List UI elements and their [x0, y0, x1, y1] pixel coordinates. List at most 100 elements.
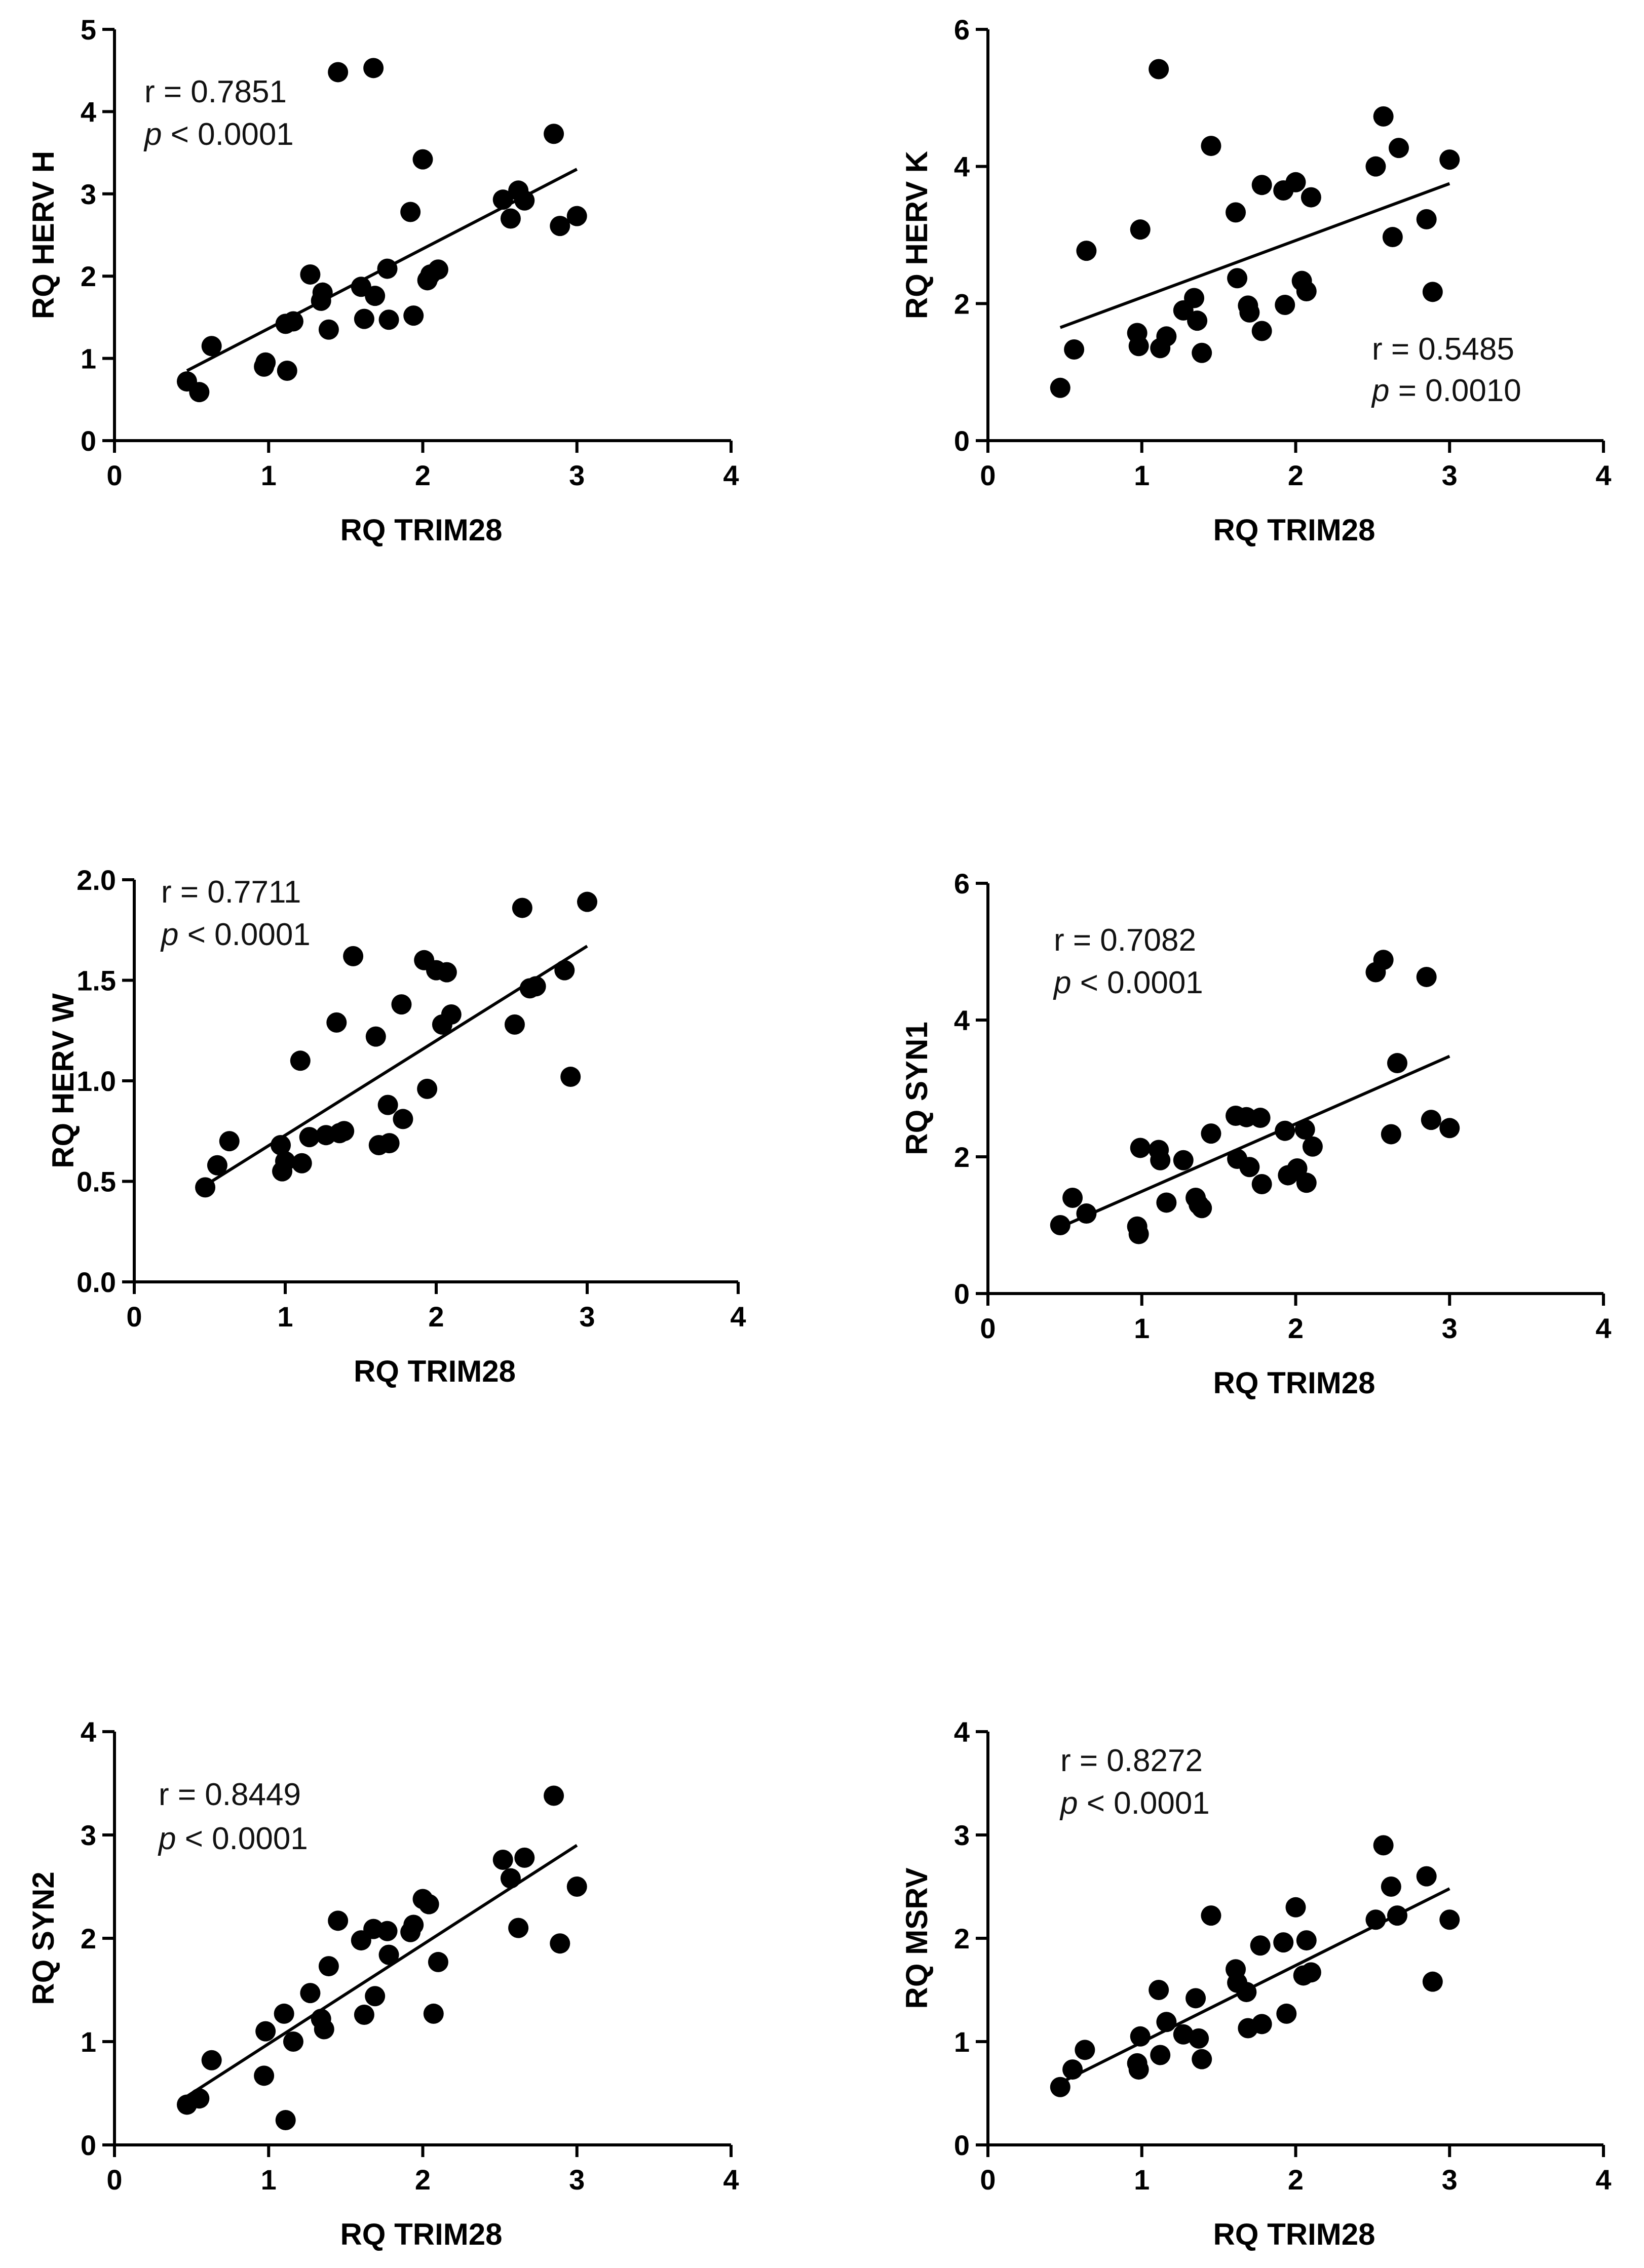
p-symbol: p	[1053, 965, 1071, 1000]
data-point	[1156, 2012, 1177, 2032]
correlation-r: r = 0.5485	[1372, 332, 1514, 367]
data-point	[1296, 1930, 1317, 1951]
p-symbol: p	[1371, 373, 1389, 408]
data-point	[1251, 321, 1272, 341]
data-point	[525, 976, 546, 997]
p-value-text: < 0.0001	[1071, 965, 1203, 1000]
data-point	[514, 190, 535, 211]
y-tick-label: 6	[954, 868, 970, 900]
data-point	[1227, 268, 1248, 289]
data-point	[1130, 1138, 1151, 1158]
y-tick-label: 0	[954, 425, 970, 457]
p-value: p < 0.0001	[143, 117, 294, 152]
data-point	[1173, 2024, 1194, 2045]
data-point	[300, 264, 321, 285]
data-point	[1416, 1866, 1437, 1887]
x-tick-label: 3	[1442, 459, 1458, 491]
data-point	[326, 1012, 347, 1033]
x-tick-label: 2	[1288, 1312, 1304, 1344]
data-point	[1192, 342, 1212, 363]
data-point	[314, 2019, 334, 2040]
data-point	[1201, 1905, 1221, 1926]
x-tick-label: 4	[730, 1301, 746, 1333]
x-axis-title: RQ TRIM28	[1213, 1366, 1375, 1400]
data-point	[1128, 2059, 1149, 2080]
data-point	[550, 216, 570, 237]
data-point	[423, 2003, 444, 2024]
correlation-r: r = 0.7851	[144, 74, 287, 109]
data-point	[566, 1876, 587, 1897]
x-tick-label: 0	[106, 2164, 122, 2196]
data-point	[577, 891, 597, 912]
y-axis-title: RQ SYN2	[26, 1871, 60, 2005]
p-value: p < 0.0001	[1053, 965, 1203, 1000]
data-point	[255, 2021, 276, 2042]
data-point	[1301, 1962, 1321, 1983]
data-point	[275, 1151, 295, 1171]
data-point	[343, 946, 364, 966]
data-point	[1382, 227, 1403, 248]
data-point	[393, 1109, 413, 1129]
data-point	[1201, 1123, 1221, 1144]
data-point	[365, 1026, 386, 1047]
y-tick-label: 5	[81, 14, 96, 46]
data-point	[274, 2003, 294, 2024]
data-point	[1296, 281, 1317, 301]
data-point	[1192, 1198, 1212, 1219]
y-tick-label: 4	[81, 1716, 96, 1748]
data-point	[1373, 1835, 1394, 1856]
data-point	[500, 1868, 521, 1889]
data-point	[1150, 1150, 1171, 1170]
data-point	[1439, 1118, 1460, 1139]
data-point	[1365, 1909, 1386, 1930]
data-point	[1076, 1203, 1097, 1224]
data-point	[1381, 1876, 1401, 1897]
data-point	[514, 1847, 535, 1868]
y-tick-label: 1	[81, 2026, 96, 2058]
p-value: p = 0.0010	[1371, 373, 1521, 408]
x-axis-title: RQ TRIM28	[340, 2217, 502, 2251]
x-tick-label: 3	[1442, 1312, 1458, 1344]
y-tick-label: 4	[81, 96, 96, 128]
x-axis-title: RQ TRIM28	[354, 1354, 516, 1388]
p-value-text: < 0.0001	[162, 117, 293, 152]
x-tick-label: 0	[980, 2164, 996, 2196]
data-point	[1285, 1897, 1306, 1918]
x-tick-label: 2	[415, 2164, 431, 2196]
data-point	[328, 62, 349, 83]
p-symbol: p	[143, 117, 162, 152]
data-point	[544, 1785, 564, 1806]
y-tick-label: 2	[81, 1923, 96, 1954]
y-tick-label: 2.0	[77, 864, 116, 896]
data-point	[1422, 282, 1443, 302]
data-point	[283, 311, 303, 332]
data-point	[1251, 175, 1272, 195]
data-point	[544, 124, 564, 144]
y-tick-label: 1.0	[77, 1065, 116, 1097]
p-value-text: < 0.0001	[178, 917, 310, 952]
data-point	[1302, 1136, 1323, 1157]
data-point	[1421, 1110, 1441, 1130]
data-point	[1201, 136, 1221, 157]
data-point	[1189, 2028, 1209, 2049]
data-point	[271, 1135, 291, 1156]
x-tick-label: 2	[1288, 459, 1304, 491]
y-tick-label: 2	[81, 260, 96, 292]
data-point	[201, 336, 222, 357]
data-point	[1050, 1215, 1070, 1235]
data-point	[492, 1849, 513, 1870]
data-point	[560, 1067, 581, 1087]
y-tick-label: 2	[954, 288, 970, 320]
data-point	[391, 994, 412, 1015]
data-point	[1064, 339, 1085, 360]
data-point	[328, 1910, 349, 1931]
data-point	[312, 282, 333, 303]
p-symbol: p	[158, 1821, 176, 1856]
data-point	[554, 960, 575, 981]
y-tick-label: 6	[954, 14, 970, 46]
x-tick-label: 1	[277, 1301, 293, 1333]
data-point	[283, 2031, 303, 2052]
x-tick-label: 1	[1134, 1312, 1150, 1344]
data-point	[363, 58, 384, 79]
x-tick-label: 1	[1134, 2164, 1150, 2196]
